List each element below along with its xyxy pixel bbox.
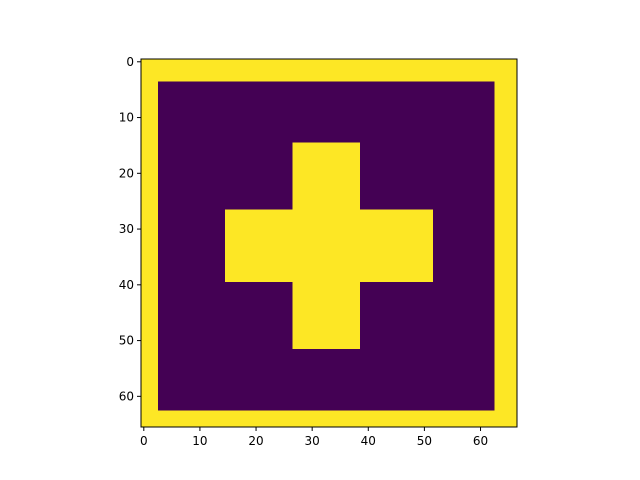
y-tick-label: 60 (119, 389, 134, 403)
x-axis: 0 10 20 30 40 50 60 (140, 427, 488, 448)
heatmap-cross-horizontal-bar (225, 209, 433, 283)
x-tick-label: 60 (473, 434, 488, 448)
y-tick-label: 30 (119, 222, 134, 236)
y-tick-label: 40 (119, 278, 134, 292)
y-tick-label: 0 (126, 55, 134, 69)
x-tick-label: 40 (361, 434, 376, 448)
x-tick-label: 30 (305, 434, 320, 448)
x-tick-label: 20 (248, 434, 263, 448)
heatmap-cells (141, 59, 517, 427)
y-axis: 0 10 20 30 40 50 60 (119, 55, 141, 403)
y-tick-label: 20 (119, 166, 134, 180)
x-tick-label: 50 (417, 434, 432, 448)
axes-frame (140, 58, 518, 428)
x-tick-label: 0 (140, 434, 148, 448)
x-tick-label: 10 (192, 434, 207, 448)
y-tick-label: 10 (119, 111, 134, 125)
y-tick-label: 50 (119, 334, 134, 348)
